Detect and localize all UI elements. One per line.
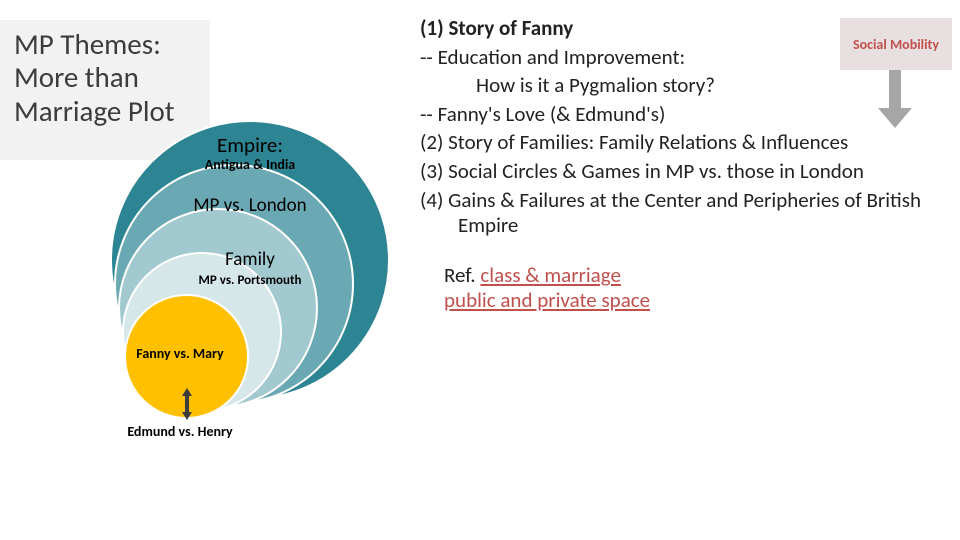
line-3: How is it a Pygmalion story?: [420, 73, 950, 99]
label-family: Family: [90, 250, 410, 271]
label-mp-london: MP vs. London: [90, 196, 410, 217]
ref-prefix: Ref.: [444, 262, 480, 288]
label-fanny-mary: Fanny vs. Mary: [20, 346, 340, 361]
line-2: -- Education and Improvement:: [420, 45, 950, 71]
line-6: (3) Social Circles & Games in MP vs. tho…: [420, 159, 950, 185]
ref-block: Ref. class & marriage public and private…: [420, 263, 950, 314]
slide-title: MP Themes: More than Marriage Plot: [14, 28, 202, 128]
label-empire: Empire:: [90, 134, 410, 157]
label-mp-ports: MP vs. Portsmouth: [90, 274, 410, 288]
label-edmund-henry: Edmund vs. Henry: [20, 424, 340, 439]
label-antigua: Antigua & India: [90, 157, 410, 172]
double-arrow-icon: [178, 386, 196, 422]
line-5: (2) Story of Families: Family Relations …: [420, 130, 950, 156]
content-text: (1) Story of Fanny -- Education and Impr…: [420, 16, 950, 314]
link-class-marriage[interactable]: class & marriage: [480, 262, 621, 288]
line-7: (4) Gains & Failures at the Center and P…: [420, 188, 950, 239]
line-4: -- Fanny's Love (& Edmund's): [420, 102, 950, 128]
link-public-private[interactable]: public and private space: [444, 287, 650, 313]
line-1: (1) Story of Fanny: [420, 15, 573, 41]
nested-circle-diagram: Empire: Antigua & India MP vs. London Fa…: [90, 120, 410, 540]
